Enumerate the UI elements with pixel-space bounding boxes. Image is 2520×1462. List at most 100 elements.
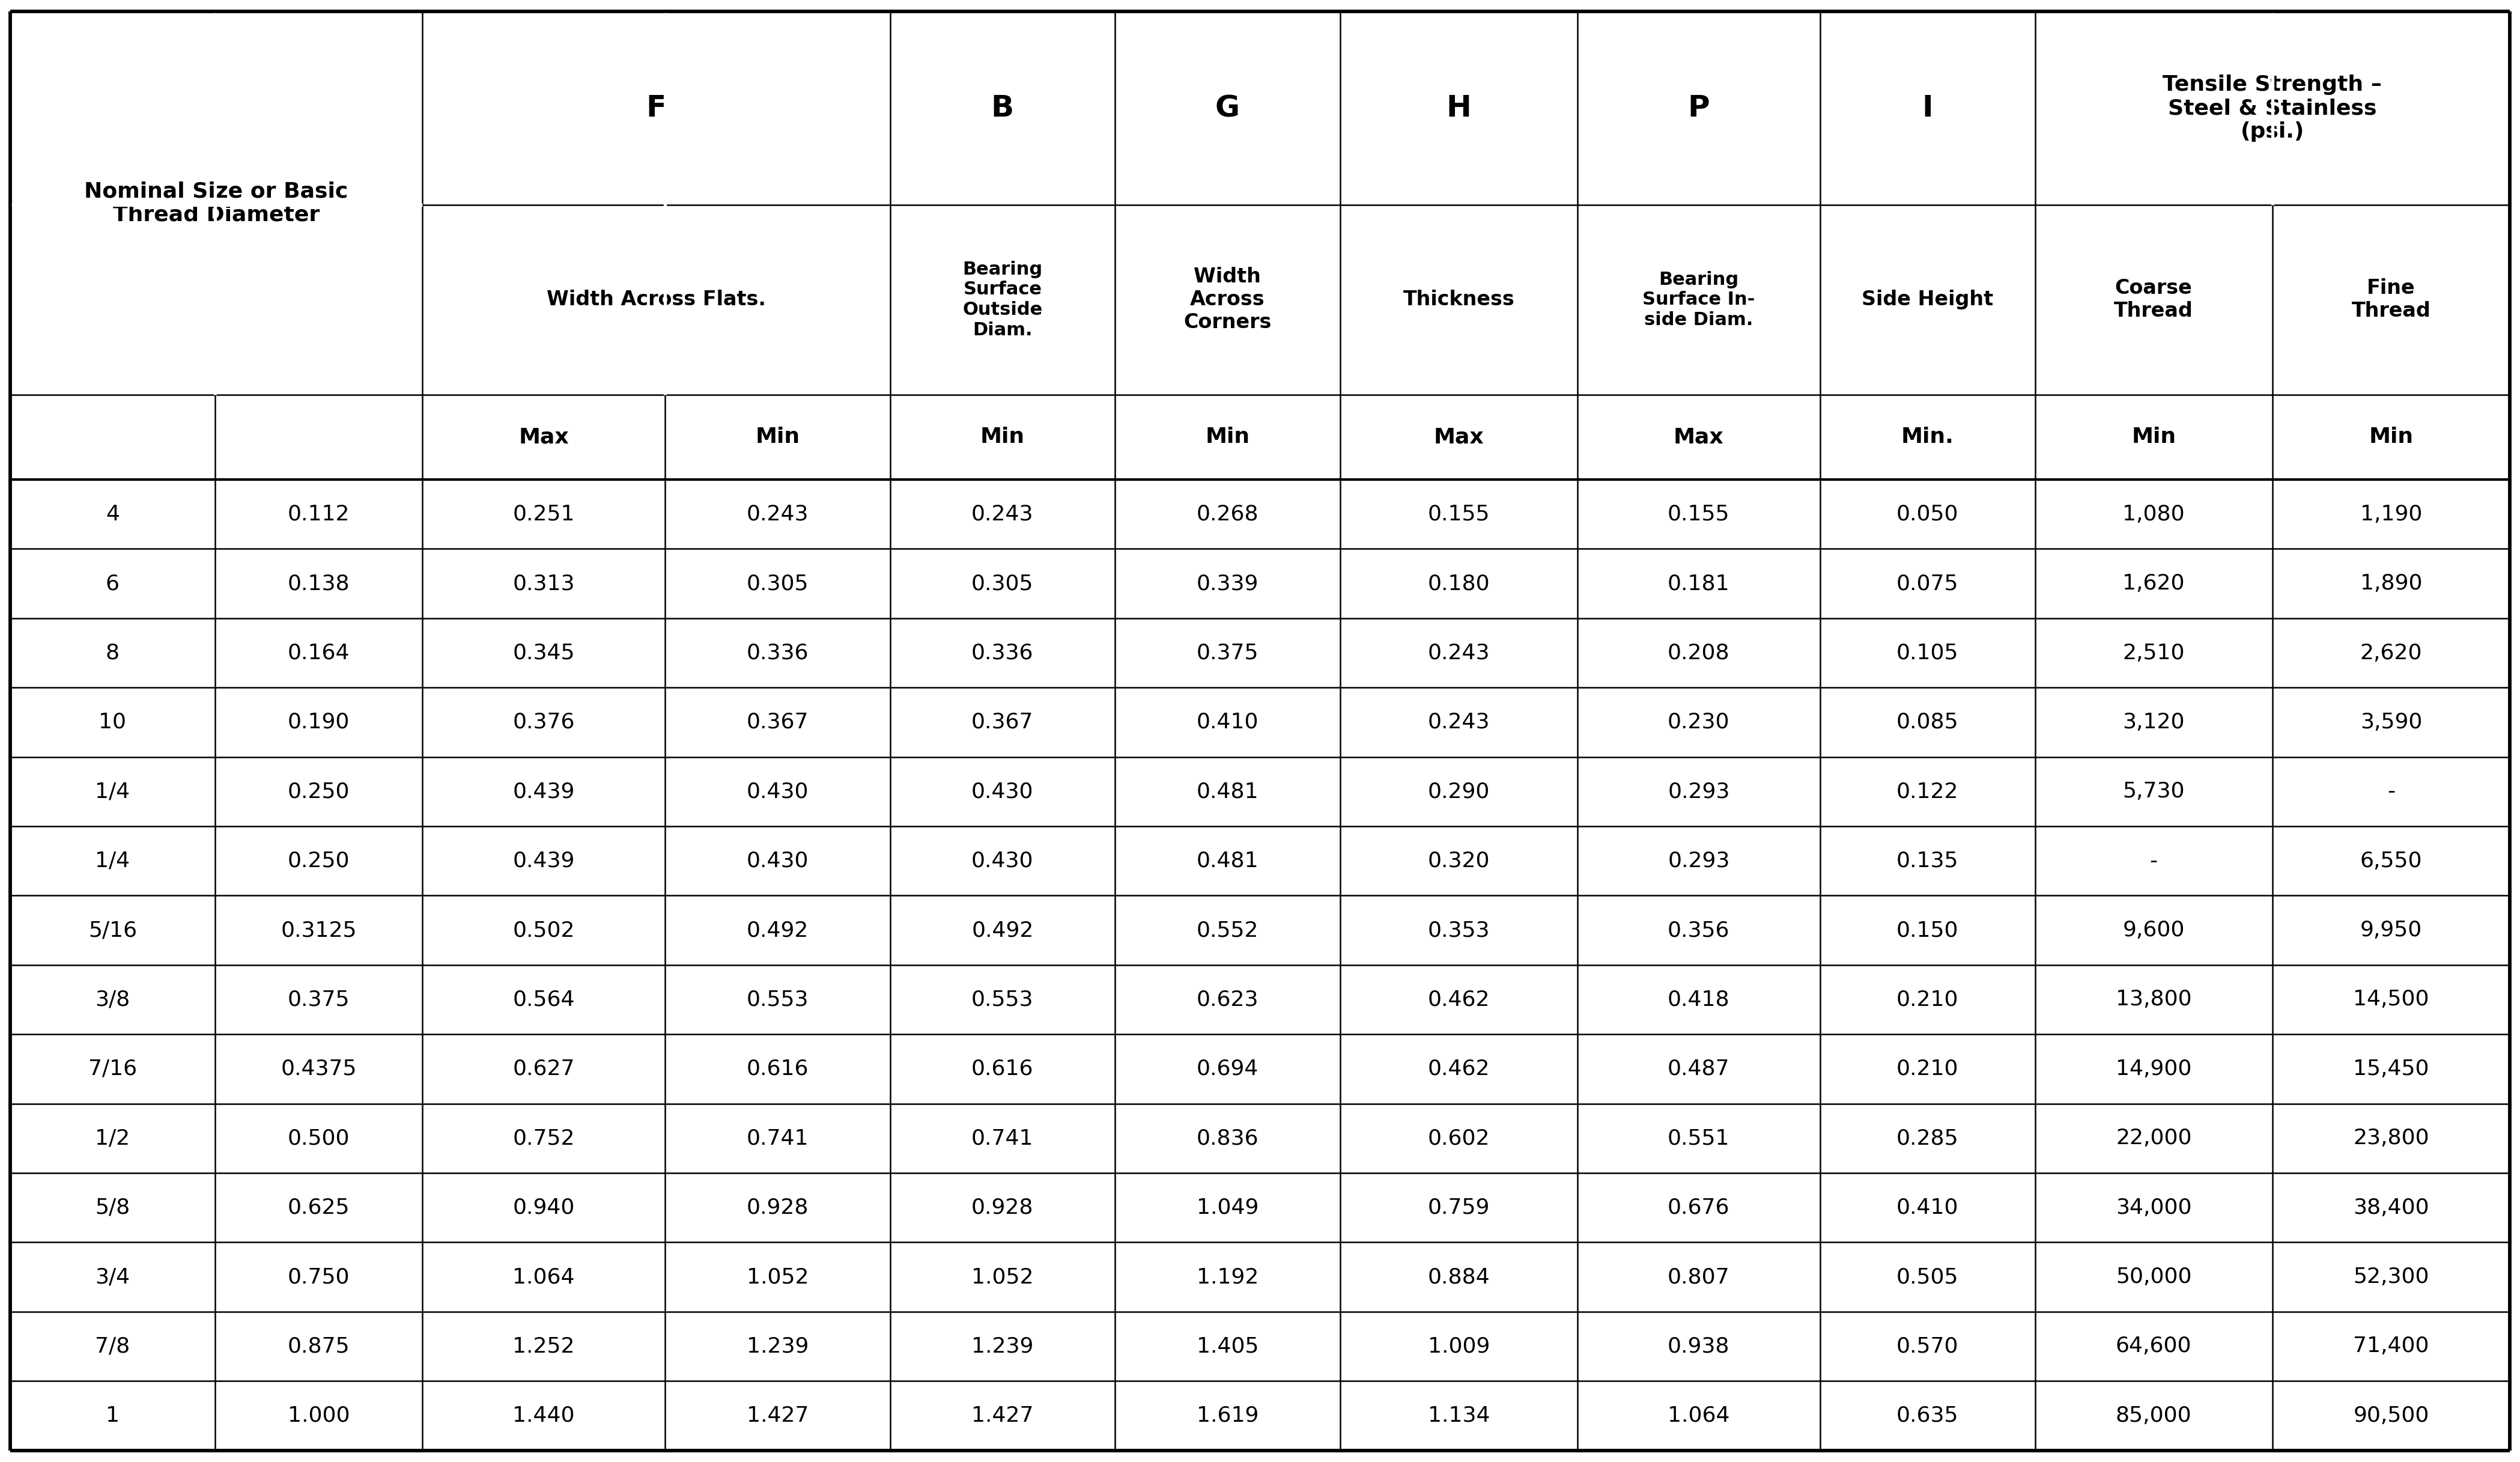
- Text: 0.367: 0.367: [970, 712, 1033, 732]
- Text: 1.239: 1.239: [973, 1336, 1033, 1357]
- Text: 3/8: 3/8: [96, 990, 131, 1010]
- Text: 0.313: 0.313: [512, 573, 575, 594]
- Text: 0.750: 0.750: [287, 1266, 350, 1287]
- Text: 0.164: 0.164: [287, 643, 350, 664]
- Text: -: -: [2150, 851, 2157, 871]
- Text: 13,800: 13,800: [2117, 990, 2192, 1010]
- Text: 0.367: 0.367: [746, 712, 809, 732]
- Text: 0.505: 0.505: [1898, 1266, 1958, 1287]
- Text: Max: Max: [519, 427, 570, 447]
- Text: 1.192: 1.192: [1197, 1266, 1257, 1287]
- Text: Thickness: Thickness: [1404, 289, 1515, 310]
- Text: 0.305: 0.305: [746, 573, 809, 594]
- Text: 0.243: 0.243: [1429, 643, 1489, 664]
- Text: 0.430: 0.430: [746, 851, 809, 871]
- Text: 0.122: 0.122: [1898, 781, 1958, 801]
- Text: 0.375: 0.375: [1197, 643, 1257, 664]
- Text: 0.492: 0.492: [973, 920, 1033, 940]
- Text: 0.356: 0.356: [1668, 920, 1729, 940]
- Text: 0.602: 0.602: [1429, 1129, 1489, 1149]
- Text: Max: Max: [1434, 427, 1484, 447]
- Text: 1.252: 1.252: [512, 1336, 575, 1357]
- Text: 8: 8: [106, 643, 118, 664]
- Text: 0.339: 0.339: [1197, 573, 1257, 594]
- Text: 52,300: 52,300: [2354, 1266, 2429, 1287]
- Text: 0.410: 0.410: [1898, 1197, 1958, 1218]
- Text: 0.243: 0.243: [970, 504, 1033, 525]
- Text: 50,000: 50,000: [2117, 1266, 2192, 1287]
- Text: 71,400: 71,400: [2354, 1336, 2429, 1357]
- Text: 0.180: 0.180: [1429, 573, 1489, 594]
- Text: F: F: [645, 94, 668, 123]
- Text: 23,800: 23,800: [2354, 1129, 2429, 1149]
- Text: 3,120: 3,120: [2122, 712, 2185, 732]
- Text: 1.052: 1.052: [970, 1266, 1033, 1287]
- Text: 0.875: 0.875: [287, 1336, 350, 1357]
- Text: 14,500: 14,500: [2354, 990, 2429, 1010]
- Text: 1,190: 1,190: [2361, 504, 2422, 525]
- Text: Min: Min: [756, 427, 799, 447]
- Text: 5/8: 5/8: [96, 1197, 131, 1218]
- Text: 1.009: 1.009: [1429, 1336, 1489, 1357]
- Text: 7/16: 7/16: [88, 1058, 136, 1079]
- Text: 0.487: 0.487: [1668, 1058, 1729, 1079]
- Text: 0.375: 0.375: [287, 990, 350, 1010]
- Text: Bearing
Surface
Outside
Diam.: Bearing Surface Outside Diam.: [963, 260, 1043, 339]
- Text: 0.305: 0.305: [970, 573, 1033, 594]
- Text: B: B: [990, 94, 1013, 123]
- Text: 1.000: 1.000: [287, 1405, 350, 1425]
- Text: 0.439: 0.439: [512, 781, 575, 801]
- Text: Tensile Strength –
Steel & Stainless
(psi.): Tensile Strength – Steel & Stainless (ps…: [2162, 75, 2381, 142]
- Text: 0.353: 0.353: [1429, 920, 1489, 940]
- Text: 3,590: 3,590: [2361, 712, 2422, 732]
- Text: 0.293: 0.293: [1668, 851, 1729, 871]
- Text: 0.050: 0.050: [1898, 504, 1958, 525]
- Text: 0.676: 0.676: [1668, 1197, 1729, 1218]
- Text: 0.616: 0.616: [746, 1058, 809, 1079]
- Text: 10: 10: [98, 712, 126, 732]
- Text: 0.418: 0.418: [1668, 990, 1729, 1010]
- Text: 15,450: 15,450: [2354, 1058, 2429, 1079]
- Text: 1/2: 1/2: [96, 1129, 131, 1149]
- Text: 0.481: 0.481: [1197, 851, 1257, 871]
- Text: 0.623: 0.623: [1197, 990, 1257, 1010]
- Text: 5/16: 5/16: [88, 920, 136, 940]
- Text: 1: 1: [106, 1405, 118, 1425]
- Text: 34,000: 34,000: [2117, 1197, 2192, 1218]
- Text: Side Height: Side Height: [1862, 289, 1993, 310]
- Text: 1.134: 1.134: [1429, 1405, 1489, 1425]
- Text: 1.064: 1.064: [1668, 1405, 1729, 1425]
- Text: 0.439: 0.439: [512, 851, 575, 871]
- Text: Coarse
Thread: Coarse Thread: [2114, 278, 2192, 322]
- Text: 0.635: 0.635: [1898, 1405, 1958, 1425]
- Text: 0.551: 0.551: [1668, 1129, 1729, 1149]
- Text: 7/8: 7/8: [96, 1336, 131, 1357]
- Text: 1.440: 1.440: [512, 1405, 575, 1425]
- Text: 1,620: 1,620: [2122, 573, 2185, 594]
- Text: Min.: Min.: [1900, 427, 1953, 447]
- Text: 6,550: 6,550: [2361, 851, 2422, 871]
- Text: Width Across Flats.: Width Across Flats.: [547, 289, 766, 310]
- Text: 0.243: 0.243: [1429, 712, 1489, 732]
- Text: 0.208: 0.208: [1668, 643, 1729, 664]
- Text: 0.155: 0.155: [1668, 504, 1729, 525]
- Text: 0.250: 0.250: [287, 851, 350, 871]
- Text: H: H: [1446, 94, 1472, 123]
- Text: 0.4375: 0.4375: [280, 1058, 358, 1079]
- Text: 0.492: 0.492: [746, 920, 809, 940]
- Text: 1/4: 1/4: [96, 781, 131, 801]
- Text: 1,080: 1,080: [2122, 504, 2185, 525]
- Text: 9,600: 9,600: [2122, 920, 2185, 940]
- Text: 0.290: 0.290: [1429, 781, 1489, 801]
- Text: 1.049: 1.049: [1197, 1197, 1257, 1218]
- Text: 0.694: 0.694: [1197, 1058, 1257, 1079]
- Text: 0.243: 0.243: [746, 504, 809, 525]
- Text: 0.807: 0.807: [1668, 1266, 1729, 1287]
- Text: 0.268: 0.268: [1197, 504, 1257, 525]
- Text: 0.3125: 0.3125: [280, 920, 358, 940]
- Text: 1.052: 1.052: [746, 1266, 809, 1287]
- Text: 0.150: 0.150: [1898, 920, 1958, 940]
- Text: 0.210: 0.210: [1898, 1058, 1958, 1079]
- Text: 0.250: 0.250: [287, 781, 350, 801]
- Text: 0.105: 0.105: [1898, 643, 1958, 664]
